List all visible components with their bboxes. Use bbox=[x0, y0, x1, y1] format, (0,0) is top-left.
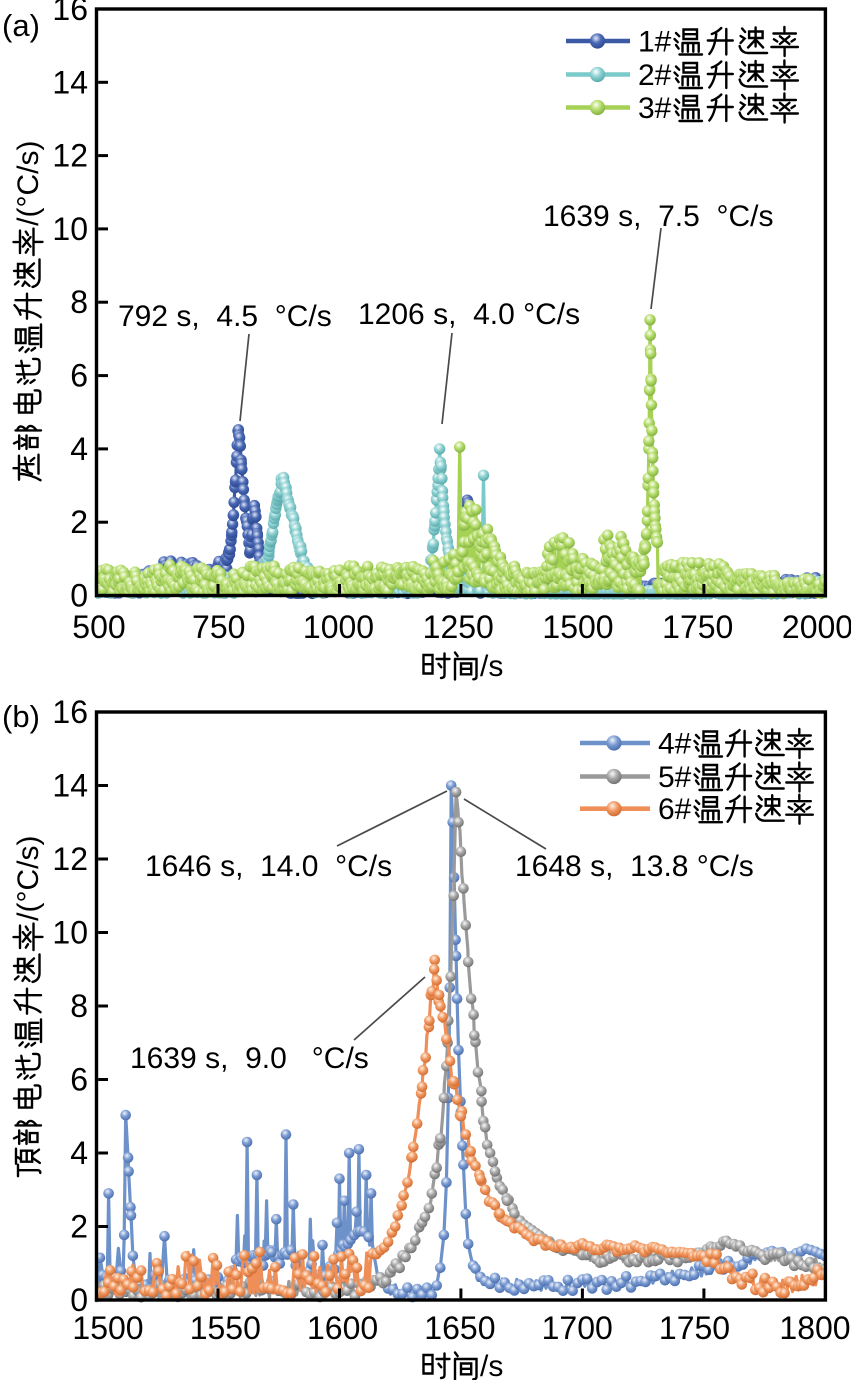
svg-text:1206 s, 4.0 °C/s: 1206 s, 4.0 °C/s bbox=[358, 298, 580, 331]
svg-text:/s: /s bbox=[480, 1350, 503, 1380]
svg-text:3#: 3# bbox=[638, 92, 672, 125]
svg-text:14: 14 bbox=[52, 64, 88, 100]
svg-text:1250: 1250 bbox=[423, 609, 494, 645]
svg-text:16: 16 bbox=[52, 0, 88, 27]
svg-text:12: 12 bbox=[52, 841, 88, 877]
svg-text:16: 16 bbox=[52, 694, 88, 730]
svg-text:6#: 6# bbox=[658, 793, 692, 826]
svg-text:14: 14 bbox=[52, 768, 88, 804]
svg-text:792 s, 4.5 °C/s: 792 s, 4.5 °C/s bbox=[118, 300, 332, 333]
svg-text:6: 6 bbox=[70, 1062, 88, 1098]
svg-text:1700: 1700 bbox=[542, 1310, 613, 1346]
svg-text:1800: 1800 bbox=[779, 1310, 850, 1346]
svg-text:1500: 1500 bbox=[542, 609, 613, 645]
svg-text:1550: 1550 bbox=[190, 1310, 261, 1346]
svg-text:2: 2 bbox=[70, 1209, 88, 1245]
svg-text:4: 4 bbox=[70, 431, 88, 467]
svg-text:5#: 5# bbox=[658, 761, 692, 794]
svg-text:8: 8 bbox=[70, 284, 88, 320]
svg-text:(a): (a) bbox=[2, 8, 40, 43]
svg-text:8: 8 bbox=[70, 988, 88, 1024]
svg-text:1#: 1# bbox=[638, 26, 672, 59]
svg-text:1639 s, 9.0 °C/s: 1639 s, 9.0 °C/s bbox=[130, 1042, 369, 1075]
svg-text:1600: 1600 bbox=[307, 1310, 378, 1346]
svg-text:10: 10 bbox=[52, 915, 88, 951]
svg-text:1750: 1750 bbox=[662, 609, 733, 645]
svg-text:1639 s, 7.5 °C/s: 1639 s, 7.5 °C/s bbox=[543, 200, 773, 233]
svg-text:6: 6 bbox=[70, 358, 88, 394]
svg-text:12: 12 bbox=[52, 138, 88, 174]
svg-text:1646 s, 14.0 °C/s: 1646 s, 14.0 °C/s bbox=[145, 850, 392, 883]
svg-text:750: 750 bbox=[192, 609, 245, 645]
svg-text:500: 500 bbox=[72, 609, 125, 645]
svg-text:/(°C/s): /(°C/s) bbox=[12, 835, 45, 920]
svg-text:0: 0 bbox=[70, 1282, 88, 1318]
svg-text:1650: 1650 bbox=[424, 1310, 495, 1346]
svg-text:2000: 2000 bbox=[782, 609, 851, 645]
svg-text:1750: 1750 bbox=[659, 1310, 730, 1346]
svg-text:1648 s, 13.8 °C/s: 1648 s, 13.8 °C/s bbox=[515, 850, 754, 883]
svg-text:1000: 1000 bbox=[303, 609, 374, 645]
svg-text:2#: 2# bbox=[638, 59, 672, 92]
svg-text:0: 0 bbox=[70, 578, 88, 614]
svg-text:/s: /s bbox=[480, 650, 503, 683]
svg-text:4: 4 bbox=[70, 1135, 88, 1171]
svg-text:/(°C/s): /(°C/s) bbox=[12, 140, 45, 225]
svg-text:2: 2 bbox=[70, 504, 88, 540]
svg-text:(b): (b) bbox=[2, 699, 40, 734]
svg-text:10: 10 bbox=[52, 211, 88, 247]
svg-text:1500: 1500 bbox=[72, 1310, 143, 1346]
svg-text:4#: 4# bbox=[658, 728, 692, 761]
